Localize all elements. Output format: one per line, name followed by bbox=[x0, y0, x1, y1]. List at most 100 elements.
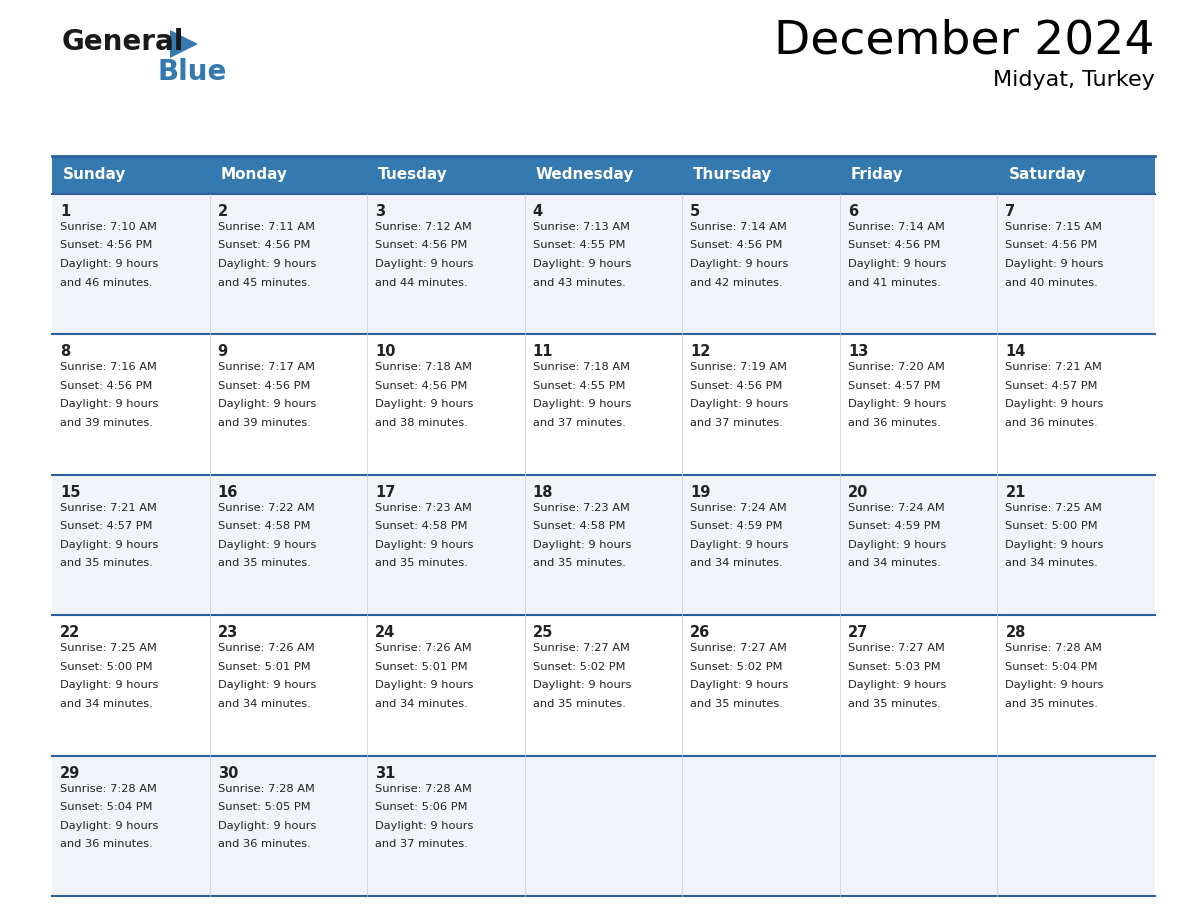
Text: Daylight: 9 hours: Daylight: 9 hours bbox=[1005, 259, 1104, 269]
Text: Sunset: 5:01 PM: Sunset: 5:01 PM bbox=[375, 662, 468, 672]
Text: 5: 5 bbox=[690, 204, 701, 219]
Text: Sunrise: 7:21 AM: Sunrise: 7:21 AM bbox=[1005, 363, 1102, 373]
Text: General: General bbox=[62, 28, 184, 56]
Text: Sunrise: 7:11 AM: Sunrise: 7:11 AM bbox=[217, 222, 315, 232]
Text: Daylight: 9 hours: Daylight: 9 hours bbox=[375, 399, 474, 409]
Text: Sunset: 4:57 PM: Sunset: 4:57 PM bbox=[1005, 381, 1098, 391]
Text: and 34 minutes.: and 34 minutes. bbox=[1005, 558, 1098, 568]
Text: 31: 31 bbox=[375, 766, 396, 780]
Text: Sunday: Sunday bbox=[63, 167, 126, 183]
Text: Thursday: Thursday bbox=[694, 167, 772, 183]
Text: Sunrise: 7:15 AM: Sunrise: 7:15 AM bbox=[1005, 222, 1102, 232]
Text: and 35 minutes.: and 35 minutes. bbox=[532, 699, 626, 709]
Text: Sunrise: 7:28 AM: Sunrise: 7:28 AM bbox=[1005, 644, 1102, 654]
Text: 28: 28 bbox=[1005, 625, 1025, 640]
Text: and 35 minutes.: and 35 minutes. bbox=[848, 699, 941, 709]
Text: and 36 minutes.: and 36 minutes. bbox=[61, 839, 153, 849]
Text: Tuesday: Tuesday bbox=[378, 167, 448, 183]
Text: Sunset: 5:03 PM: Sunset: 5:03 PM bbox=[848, 662, 941, 672]
Text: and 39 minutes.: and 39 minutes. bbox=[61, 418, 153, 428]
Text: and 35 minutes.: and 35 minutes. bbox=[375, 558, 468, 568]
Text: Sunrise: 7:13 AM: Sunrise: 7:13 AM bbox=[532, 222, 630, 232]
Text: Daylight: 9 hours: Daylight: 9 hours bbox=[532, 259, 631, 269]
Text: Sunset: 4:56 PM: Sunset: 4:56 PM bbox=[375, 241, 468, 251]
Text: Daylight: 9 hours: Daylight: 9 hours bbox=[532, 399, 631, 409]
Text: Daylight: 9 hours: Daylight: 9 hours bbox=[61, 821, 158, 831]
Text: Sunset: 5:05 PM: Sunset: 5:05 PM bbox=[217, 802, 310, 812]
Text: Sunset: 4:56 PM: Sunset: 4:56 PM bbox=[690, 381, 783, 391]
Text: Daylight: 9 hours: Daylight: 9 hours bbox=[375, 259, 474, 269]
Text: and 37 minutes.: and 37 minutes. bbox=[375, 839, 468, 849]
Text: Daylight: 9 hours: Daylight: 9 hours bbox=[375, 821, 474, 831]
Text: Sunrise: 7:25 AM: Sunrise: 7:25 AM bbox=[61, 644, 157, 654]
Text: Sunset: 4:56 PM: Sunset: 4:56 PM bbox=[217, 381, 310, 391]
Text: Sunset: 4:56 PM: Sunset: 4:56 PM bbox=[61, 241, 152, 251]
Text: and 34 minutes.: and 34 minutes. bbox=[217, 699, 310, 709]
Text: Sunrise: 7:28 AM: Sunrise: 7:28 AM bbox=[217, 784, 315, 793]
Text: and 46 minutes.: and 46 minutes. bbox=[61, 277, 152, 287]
Text: Daylight: 9 hours: Daylight: 9 hours bbox=[61, 540, 158, 550]
Text: Daylight: 9 hours: Daylight: 9 hours bbox=[848, 540, 946, 550]
Text: Sunset: 4:58 PM: Sunset: 4:58 PM bbox=[217, 521, 310, 532]
Bar bbox=[52, 756, 1155, 896]
Text: Daylight: 9 hours: Daylight: 9 hours bbox=[532, 680, 631, 690]
Text: Sunset: 4:58 PM: Sunset: 4:58 PM bbox=[532, 521, 625, 532]
Text: Sunrise: 7:16 AM: Sunrise: 7:16 AM bbox=[61, 363, 157, 373]
Text: and 45 minutes.: and 45 minutes. bbox=[217, 277, 310, 287]
Text: Sunset: 5:00 PM: Sunset: 5:00 PM bbox=[61, 662, 152, 672]
Text: and 36 minutes.: and 36 minutes. bbox=[217, 839, 310, 849]
Text: Sunset: 5:04 PM: Sunset: 5:04 PM bbox=[1005, 662, 1098, 672]
Text: December 2024: December 2024 bbox=[775, 18, 1155, 63]
Text: 2: 2 bbox=[217, 204, 228, 219]
Text: Daylight: 9 hours: Daylight: 9 hours bbox=[848, 680, 946, 690]
Text: Sunset: 4:59 PM: Sunset: 4:59 PM bbox=[848, 521, 941, 532]
Text: Daylight: 9 hours: Daylight: 9 hours bbox=[1005, 399, 1104, 409]
Text: Sunrise: 7:19 AM: Sunrise: 7:19 AM bbox=[690, 363, 788, 373]
Text: Daylight: 9 hours: Daylight: 9 hours bbox=[61, 399, 158, 409]
Text: 8: 8 bbox=[61, 344, 70, 360]
Text: and 34 minutes.: and 34 minutes. bbox=[690, 558, 783, 568]
Text: Daylight: 9 hours: Daylight: 9 hours bbox=[690, 540, 789, 550]
Text: Sunrise: 7:26 AM: Sunrise: 7:26 AM bbox=[217, 644, 315, 654]
Text: Sunset: 4:57 PM: Sunset: 4:57 PM bbox=[61, 521, 152, 532]
Text: Sunset: 4:56 PM: Sunset: 4:56 PM bbox=[61, 381, 152, 391]
Text: and 35 minutes.: and 35 minutes. bbox=[532, 558, 626, 568]
Text: Sunrise: 7:20 AM: Sunrise: 7:20 AM bbox=[848, 363, 944, 373]
Text: Sunrise: 7:27 AM: Sunrise: 7:27 AM bbox=[532, 644, 630, 654]
Text: Daylight: 9 hours: Daylight: 9 hours bbox=[1005, 540, 1104, 550]
Text: and 35 minutes.: and 35 minutes. bbox=[1005, 699, 1098, 709]
Text: Sunset: 4:57 PM: Sunset: 4:57 PM bbox=[848, 381, 941, 391]
Text: Sunrise: 7:21 AM: Sunrise: 7:21 AM bbox=[61, 503, 157, 513]
Text: and 42 minutes.: and 42 minutes. bbox=[690, 277, 783, 287]
Bar bbox=[52, 475, 1155, 615]
Text: 23: 23 bbox=[217, 625, 238, 640]
Text: 16: 16 bbox=[217, 485, 238, 499]
Text: Daylight: 9 hours: Daylight: 9 hours bbox=[375, 540, 474, 550]
Text: 24: 24 bbox=[375, 625, 396, 640]
Text: Sunrise: 7:23 AM: Sunrise: 7:23 AM bbox=[375, 503, 472, 513]
Text: Sunset: 4:56 PM: Sunset: 4:56 PM bbox=[848, 241, 940, 251]
Text: 30: 30 bbox=[217, 766, 238, 780]
Text: Sunrise: 7:14 AM: Sunrise: 7:14 AM bbox=[690, 222, 788, 232]
Text: Daylight: 9 hours: Daylight: 9 hours bbox=[848, 399, 946, 409]
Text: Daylight: 9 hours: Daylight: 9 hours bbox=[61, 259, 158, 269]
Text: and 36 minutes.: and 36 minutes. bbox=[848, 418, 941, 428]
Text: Daylight: 9 hours: Daylight: 9 hours bbox=[690, 399, 789, 409]
Text: Sunset: 5:00 PM: Sunset: 5:00 PM bbox=[1005, 521, 1098, 532]
Text: 19: 19 bbox=[690, 485, 710, 499]
Text: Sunrise: 7:22 AM: Sunrise: 7:22 AM bbox=[217, 503, 315, 513]
Text: Saturday: Saturday bbox=[1009, 167, 1086, 183]
Text: Blue: Blue bbox=[158, 58, 227, 86]
Text: and 43 minutes.: and 43 minutes. bbox=[532, 277, 625, 287]
Text: 26: 26 bbox=[690, 625, 710, 640]
Text: Midyat, Turkey: Midyat, Turkey bbox=[993, 70, 1155, 90]
Bar bbox=[52, 334, 1155, 475]
Text: Daylight: 9 hours: Daylight: 9 hours bbox=[217, 821, 316, 831]
Text: Sunrise: 7:10 AM: Sunrise: 7:10 AM bbox=[61, 222, 157, 232]
Text: Daylight: 9 hours: Daylight: 9 hours bbox=[217, 680, 316, 690]
Text: and 34 minutes.: and 34 minutes. bbox=[61, 699, 153, 709]
Text: Daylight: 9 hours: Daylight: 9 hours bbox=[690, 259, 789, 269]
Text: 3: 3 bbox=[375, 204, 385, 219]
Text: Sunset: 4:55 PM: Sunset: 4:55 PM bbox=[532, 381, 625, 391]
Text: Daylight: 9 hours: Daylight: 9 hours bbox=[690, 680, 789, 690]
